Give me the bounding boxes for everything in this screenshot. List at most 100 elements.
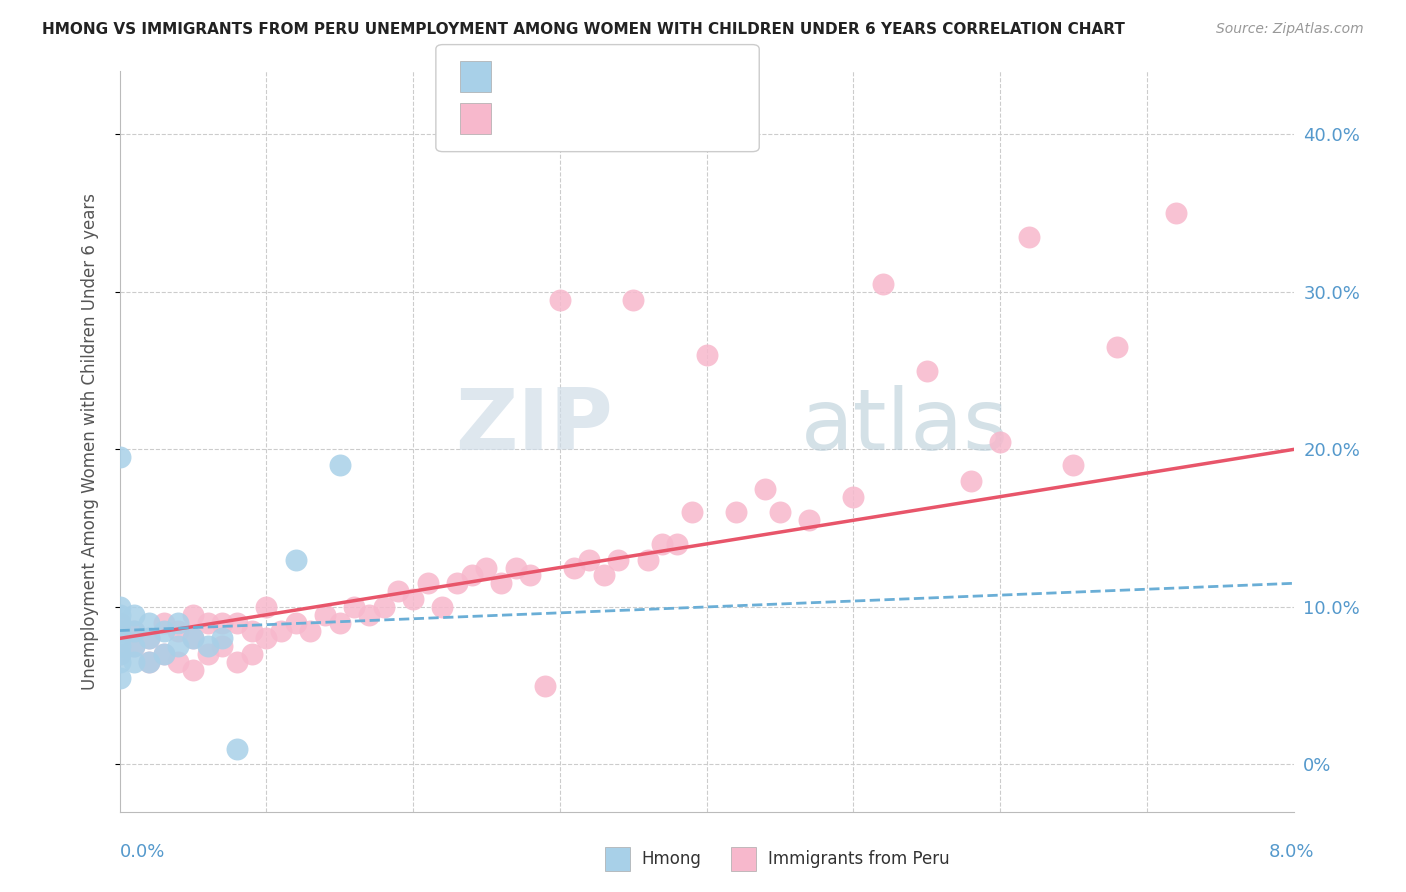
Point	[152, 624, 174, 638]
Point	[988, 434, 1011, 449]
Point	[842, 490, 865, 504]
Point	[167, 624, 190, 638]
Text: 0.444: 0.444	[544, 110, 600, 128]
Point	[1107, 340, 1129, 354]
Text: N =: N =	[596, 68, 636, 86]
Text: atlas: atlas	[800, 385, 1008, 468]
Point	[314, 607, 336, 622]
Point	[1164, 206, 1187, 220]
Point	[637, 552, 659, 566]
Y-axis label: Unemployment Among Women with Children Under 6 years: Unemployment Among Women with Children U…	[80, 193, 98, 690]
Point	[387, 584, 409, 599]
Point	[959, 474, 981, 488]
Point	[181, 632, 204, 646]
Point	[122, 624, 145, 638]
Point	[138, 655, 160, 669]
Point	[122, 640, 145, 654]
Point	[416, 576, 439, 591]
Point	[122, 640, 145, 654]
Point	[122, 655, 145, 669]
Point	[1062, 458, 1084, 472]
Point	[240, 647, 263, 661]
Point	[197, 647, 219, 661]
Point	[872, 277, 894, 291]
Text: Hmong: Hmong	[641, 850, 702, 868]
Point	[666, 537, 689, 551]
Point	[197, 615, 219, 630]
Point	[152, 647, 174, 661]
Point	[167, 640, 190, 654]
Text: 0.015: 0.015	[544, 68, 600, 86]
Text: Immigrants from Peru: Immigrants from Peru	[768, 850, 949, 868]
Point	[108, 632, 131, 646]
Point	[270, 624, 292, 638]
Point	[681, 505, 703, 519]
Point	[181, 663, 204, 677]
Point	[108, 640, 131, 654]
Point	[446, 576, 468, 591]
Point	[152, 647, 174, 661]
Text: ZIP: ZIP	[456, 385, 613, 468]
Point	[138, 655, 160, 669]
Point	[108, 647, 131, 661]
Point	[915, 364, 938, 378]
Text: 0.0%: 0.0%	[120, 843, 165, 861]
Point	[167, 655, 190, 669]
Text: 8.0%: 8.0%	[1270, 843, 1315, 861]
Point	[696, 348, 718, 362]
Point	[225, 741, 249, 756]
Point	[108, 655, 131, 669]
Text: R =: R =	[505, 68, 544, 86]
Point	[108, 450, 131, 465]
Point	[548, 293, 571, 307]
Point	[225, 655, 249, 669]
Point	[211, 632, 233, 646]
Point	[108, 607, 131, 622]
Point	[329, 458, 352, 472]
Point	[461, 568, 484, 582]
Point	[724, 505, 747, 519]
Text: N =: N =	[596, 110, 636, 128]
Point	[122, 607, 145, 622]
Point	[108, 624, 131, 638]
Point	[108, 615, 131, 630]
Point	[108, 615, 131, 630]
Point	[564, 560, 586, 574]
Point	[329, 615, 352, 630]
Point	[578, 552, 600, 566]
Point	[284, 552, 307, 566]
Text: Source: ZipAtlas.com: Source: ZipAtlas.com	[1216, 22, 1364, 37]
Point	[181, 607, 204, 622]
Point	[211, 615, 233, 630]
Point	[122, 624, 145, 638]
Point	[284, 615, 307, 630]
Point	[489, 576, 512, 591]
Point	[299, 624, 322, 638]
Point	[592, 568, 614, 582]
Point	[799, 513, 821, 527]
Point	[138, 615, 160, 630]
Point	[651, 537, 673, 551]
Point	[373, 599, 395, 614]
Point	[519, 568, 541, 582]
Point	[754, 482, 776, 496]
Point	[1018, 229, 1040, 244]
Text: 67: 67	[636, 110, 661, 128]
Point	[167, 615, 190, 630]
Point	[534, 679, 557, 693]
Point	[108, 599, 131, 614]
Point	[181, 632, 204, 646]
Point	[621, 293, 644, 307]
Point	[607, 552, 630, 566]
Point	[402, 592, 425, 607]
Point	[108, 647, 131, 661]
Point	[357, 607, 380, 622]
Point	[254, 599, 277, 614]
Point	[225, 615, 249, 630]
Point	[254, 632, 277, 646]
Point	[475, 560, 498, 574]
Text: HMONG VS IMMIGRANTS FROM PERU UNEMPLOYMENT AMONG WOMEN WITH CHILDREN UNDER 6 YEA: HMONG VS IMMIGRANTS FROM PERU UNEMPLOYME…	[42, 22, 1125, 37]
Point	[432, 599, 454, 614]
Point	[197, 640, 219, 654]
Point	[240, 624, 263, 638]
